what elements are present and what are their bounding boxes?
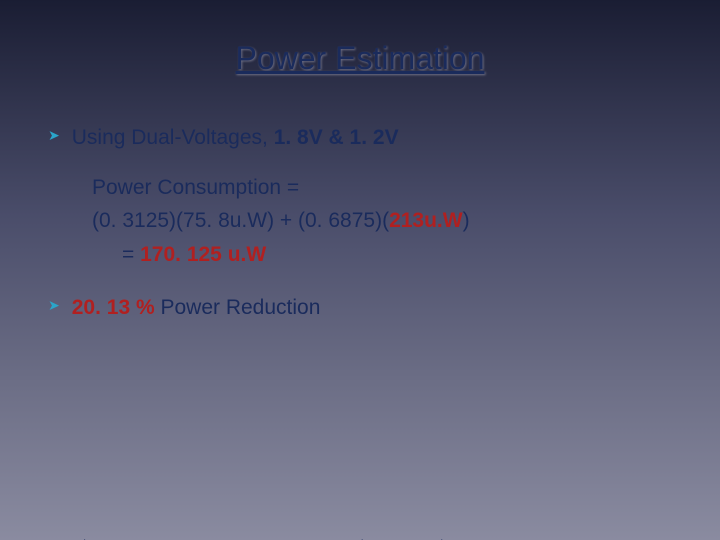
bullet-1-text: Using Dual-Voltages, 1. 8V & 1. 2V bbox=[72, 122, 399, 154]
bullet-2-red: 20. 13 % bbox=[72, 296, 161, 319]
calc-line-2: (0. 3125)(75. 8u.W) + (0. 6875)(213u.W) bbox=[92, 205, 680, 237]
bullet-2-rest: Power Reduction bbox=[160, 296, 320, 319]
bullet-item-2: ➤ 20. 13 % Power Reduction bbox=[48, 292, 680, 324]
calc-line-2-suffix: ) bbox=[463, 209, 470, 232]
calc-line-3-prefix: = bbox=[122, 243, 140, 266]
slide-content: ➤ Using Dual-Voltages, 1. 8V & 1. 2V Pow… bbox=[0, 122, 720, 324]
calculation-block: Power Consumption = (0. 3125)(75. 8u.W) … bbox=[92, 172, 680, 271]
bullet-icon: ➤ bbox=[48, 127, 60, 144]
bullet-icon: ➤ bbox=[48, 297, 60, 314]
slide-title: Power Estimation bbox=[0, 40, 720, 77]
bullet-2-text: 20. 13 % Power Reduction bbox=[72, 292, 321, 324]
calc-line-3-red: 170. 125 u.W bbox=[140, 243, 266, 266]
bullet-item-1: ➤ Using Dual-Voltages, 1. 8V & 1. 2V bbox=[48, 122, 680, 154]
calc-line-2-prefix: (0. 3125)(75. 8u.W) + (0. 6875)( bbox=[92, 209, 389, 232]
bullet-1-bold: 1. 8V & 1. 2V bbox=[274, 126, 399, 149]
calc-line-1: Power Consumption = bbox=[92, 172, 680, 204]
calc-line-3: = 170. 125 u.W bbox=[92, 239, 680, 271]
calc-line-2-red: 213u.W bbox=[389, 209, 463, 232]
bullet-1-prefix: Using Dual-Voltages, bbox=[72, 126, 274, 149]
